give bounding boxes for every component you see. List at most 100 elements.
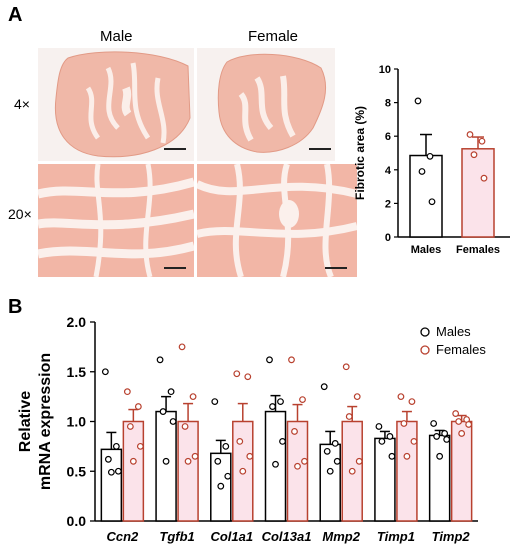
data-point <box>269 403 276 410</box>
y-axis-label-line2: mRNA expression <box>37 353 54 490</box>
data-point <box>465 421 473 428</box>
bar <box>396 420 418 522</box>
data-point <box>101 368 109 376</box>
x-tick-label: Mmp2 <box>322 529 360 544</box>
data-point <box>294 462 301 470</box>
data-point <box>222 442 230 450</box>
bar <box>319 443 341 522</box>
bar <box>286 420 309 522</box>
bar <box>100 448 123 522</box>
data-point <box>236 437 244 445</box>
data-point <box>436 452 444 460</box>
data-point <box>159 408 167 415</box>
data-point <box>129 457 137 465</box>
data-point <box>167 388 175 396</box>
data-point <box>169 418 177 425</box>
x-tick-label: Col13a1 <box>262 529 312 544</box>
data-point <box>178 343 186 351</box>
data-point <box>375 423 383 430</box>
data-point <box>428 198 436 206</box>
bar <box>177 420 199 522</box>
bar <box>155 410 177 522</box>
data-point <box>386 433 394 440</box>
fibrotic-area-chart: 0 2 4 6 8 10 Fibrotic area (%) Males Females <box>353 64 510 256</box>
data-point <box>418 168 426 175</box>
data-point <box>345 413 353 420</box>
data-point <box>323 447 331 455</box>
y-tick-label: 2.0 <box>67 314 87 330</box>
x-tick-label: Col1a1 <box>210 529 253 544</box>
data-point <box>480 174 488 182</box>
data-point <box>470 151 478 159</box>
legend-label: Females <box>436 342 486 357</box>
y-tick-label: 6 <box>385 131 391 143</box>
data-point <box>458 430 466 437</box>
data-point <box>156 356 164 364</box>
x-tick-label: Timp2 <box>432 529 471 544</box>
y-tick-label: 0.0 <box>67 513 87 529</box>
data-point <box>414 97 422 105</box>
data-point <box>430 420 438 427</box>
data-point <box>333 457 341 465</box>
data-point <box>320 383 328 391</box>
column-label-male: Male <box>100 28 133 45</box>
legend-label: Males <box>436 324 471 339</box>
data-point <box>244 373 252 381</box>
y-tick-label: 1.0 <box>67 414 87 430</box>
data-point <box>279 437 286 445</box>
micrograph-male-4x <box>38 48 194 161</box>
data-point <box>239 467 247 475</box>
data-point <box>410 437 418 445</box>
y-tick-label: 0 <box>385 232 391 244</box>
data-point <box>478 137 486 145</box>
micrograph-female-20x <box>197 164 357 277</box>
bar <box>461 148 495 238</box>
x-tick-label: Ccn2 <box>106 529 139 544</box>
bar <box>428 434 451 522</box>
data-point <box>378 437 386 445</box>
data-point <box>246 452 254 460</box>
data-point <box>211 398 219 405</box>
data-point <box>123 388 131 396</box>
data-point <box>326 467 334 475</box>
scale-bar <box>164 267 186 269</box>
data-point <box>114 467 122 475</box>
data-point <box>266 356 273 364</box>
data-point <box>433 433 441 440</box>
data-point <box>126 423 134 430</box>
data-point <box>272 460 279 468</box>
data-point <box>441 430 449 437</box>
x-tick-label: Males <box>411 244 442 256</box>
data-point <box>408 398 416 405</box>
data-point <box>217 482 225 490</box>
data-point <box>214 457 222 465</box>
y-tick-label: 10 <box>379 64 391 76</box>
scale-bar <box>309 148 331 150</box>
data-point <box>299 396 306 404</box>
data-point <box>181 423 189 430</box>
column-label-female: Female <box>248 28 299 45</box>
data-point <box>452 410 460 417</box>
data-point <box>348 467 356 475</box>
panel-b-label: B <box>8 296 23 318</box>
data-point <box>134 403 142 410</box>
panel-a-label: A <box>8 4 23 26</box>
mrna-expression-chart: 0.0 0.5 1.0 1.5 2.0 Relative mRNA expression Cc… <box>17 314 486 544</box>
bar <box>374 437 396 522</box>
bar <box>409 154 443 238</box>
y-axis-label-line1: Relative <box>17 391 34 452</box>
data-point <box>301 457 308 465</box>
data-point <box>189 393 197 401</box>
data-point <box>233 370 241 378</box>
data-point <box>112 442 120 450</box>
scale-bar <box>325 267 347 269</box>
y-tick-label: 0.5 <box>67 463 87 479</box>
data-point <box>224 472 232 480</box>
legend-marker <box>420 345 430 355</box>
data-point <box>342 363 350 371</box>
data-point <box>277 398 284 405</box>
data-point <box>466 131 474 138</box>
scale-bar <box>164 148 186 150</box>
x-tick-label: Tgfb1 <box>159 529 194 544</box>
data-point <box>403 452 411 460</box>
